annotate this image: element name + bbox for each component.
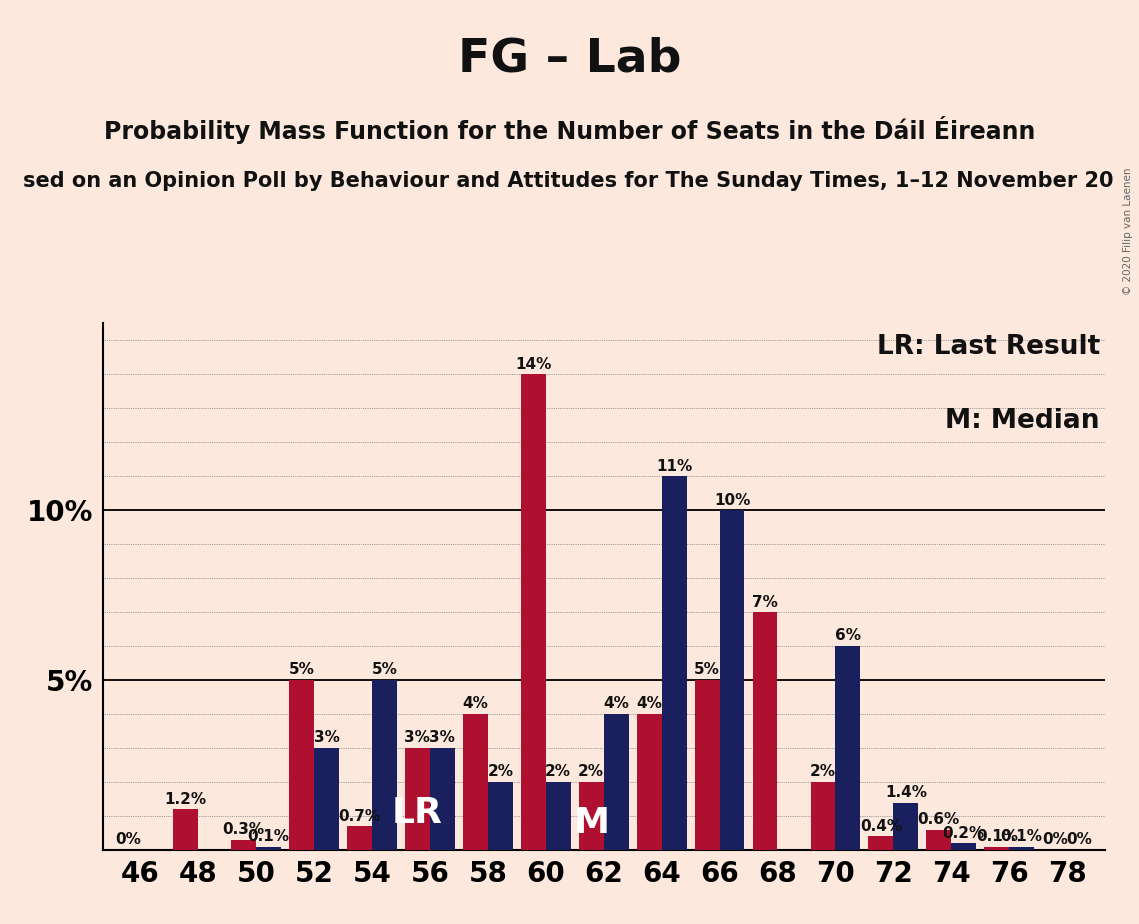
Text: 14%: 14% <box>515 357 551 371</box>
Bar <box>173 809 198 850</box>
Text: 2%: 2% <box>546 764 571 780</box>
Text: M: M <box>573 806 609 840</box>
Bar <box>405 748 429 850</box>
Bar <box>487 782 513 850</box>
Bar <box>893 803 918 850</box>
Bar <box>835 646 860 850</box>
Bar <box>372 680 396 850</box>
Bar <box>462 714 487 850</box>
Bar <box>984 846 1009 850</box>
Bar <box>546 782 571 850</box>
Bar <box>926 830 951 850</box>
Text: 0.3%: 0.3% <box>222 822 264 837</box>
Bar <box>1009 846 1034 850</box>
Bar <box>753 613 778 850</box>
Text: 1.4%: 1.4% <box>885 784 927 800</box>
Bar <box>604 714 629 850</box>
Bar <box>429 748 454 850</box>
Bar <box>637 714 662 850</box>
Text: 3%: 3% <box>404 731 431 746</box>
Text: 0%: 0% <box>1042 833 1067 847</box>
Text: 11%: 11% <box>656 458 693 474</box>
Bar <box>347 826 372 850</box>
Text: 0.2%: 0.2% <box>943 825 985 841</box>
Text: 2%: 2% <box>579 764 604 780</box>
Text: FG – Lab: FG – Lab <box>458 37 681 82</box>
Text: 3%: 3% <box>429 731 456 746</box>
Bar <box>868 836 893 850</box>
Text: 4%: 4% <box>462 697 489 711</box>
Text: LR: LR <box>392 796 443 830</box>
Bar <box>289 680 314 850</box>
Text: sed on an Opinion Poll by Behaviour and Attitudes for The Sunday Times, 1–12 Nov: sed on an Opinion Poll by Behaviour and … <box>23 171 1113 191</box>
Bar <box>695 680 720 850</box>
Bar <box>314 748 339 850</box>
Text: M: Median: M: Median <box>945 407 1100 433</box>
Text: 0%: 0% <box>115 833 140 847</box>
Text: 5%: 5% <box>288 663 314 677</box>
Text: 0.1%: 0.1% <box>247 829 289 844</box>
Bar <box>231 840 256 850</box>
Text: 0.7%: 0.7% <box>338 808 380 823</box>
Text: 10%: 10% <box>714 492 751 507</box>
Text: 6%: 6% <box>835 628 861 643</box>
Text: Probability Mass Function for the Number of Seats in the Dáil Éireann: Probability Mass Function for the Number… <box>104 116 1035 143</box>
Text: 3%: 3% <box>313 731 339 746</box>
Text: 4%: 4% <box>604 697 629 711</box>
Text: 1.2%: 1.2% <box>165 792 206 807</box>
Text: 5%: 5% <box>694 663 720 677</box>
Bar <box>579 782 604 850</box>
Text: 2%: 2% <box>487 764 514 780</box>
Text: © 2020 Filip van Laenen: © 2020 Filip van Laenen <box>1123 167 1133 295</box>
Text: 2%: 2% <box>810 764 836 780</box>
Text: 0.1%: 0.1% <box>1001 829 1042 844</box>
Bar <box>811 782 835 850</box>
Text: 0.4%: 0.4% <box>860 819 902 833</box>
Bar <box>662 476 687 850</box>
Text: 0%: 0% <box>1067 833 1092 847</box>
Text: 0.1%: 0.1% <box>976 829 1018 844</box>
Bar <box>951 844 976 850</box>
Text: 7%: 7% <box>752 594 778 610</box>
Text: 4%: 4% <box>637 697 662 711</box>
Text: 5%: 5% <box>371 663 398 677</box>
Text: LR: Last Result: LR: Last Result <box>877 334 1100 360</box>
Bar <box>256 846 281 850</box>
Bar <box>521 374 546 850</box>
Bar <box>720 510 745 850</box>
Text: 0.6%: 0.6% <box>918 812 960 827</box>
